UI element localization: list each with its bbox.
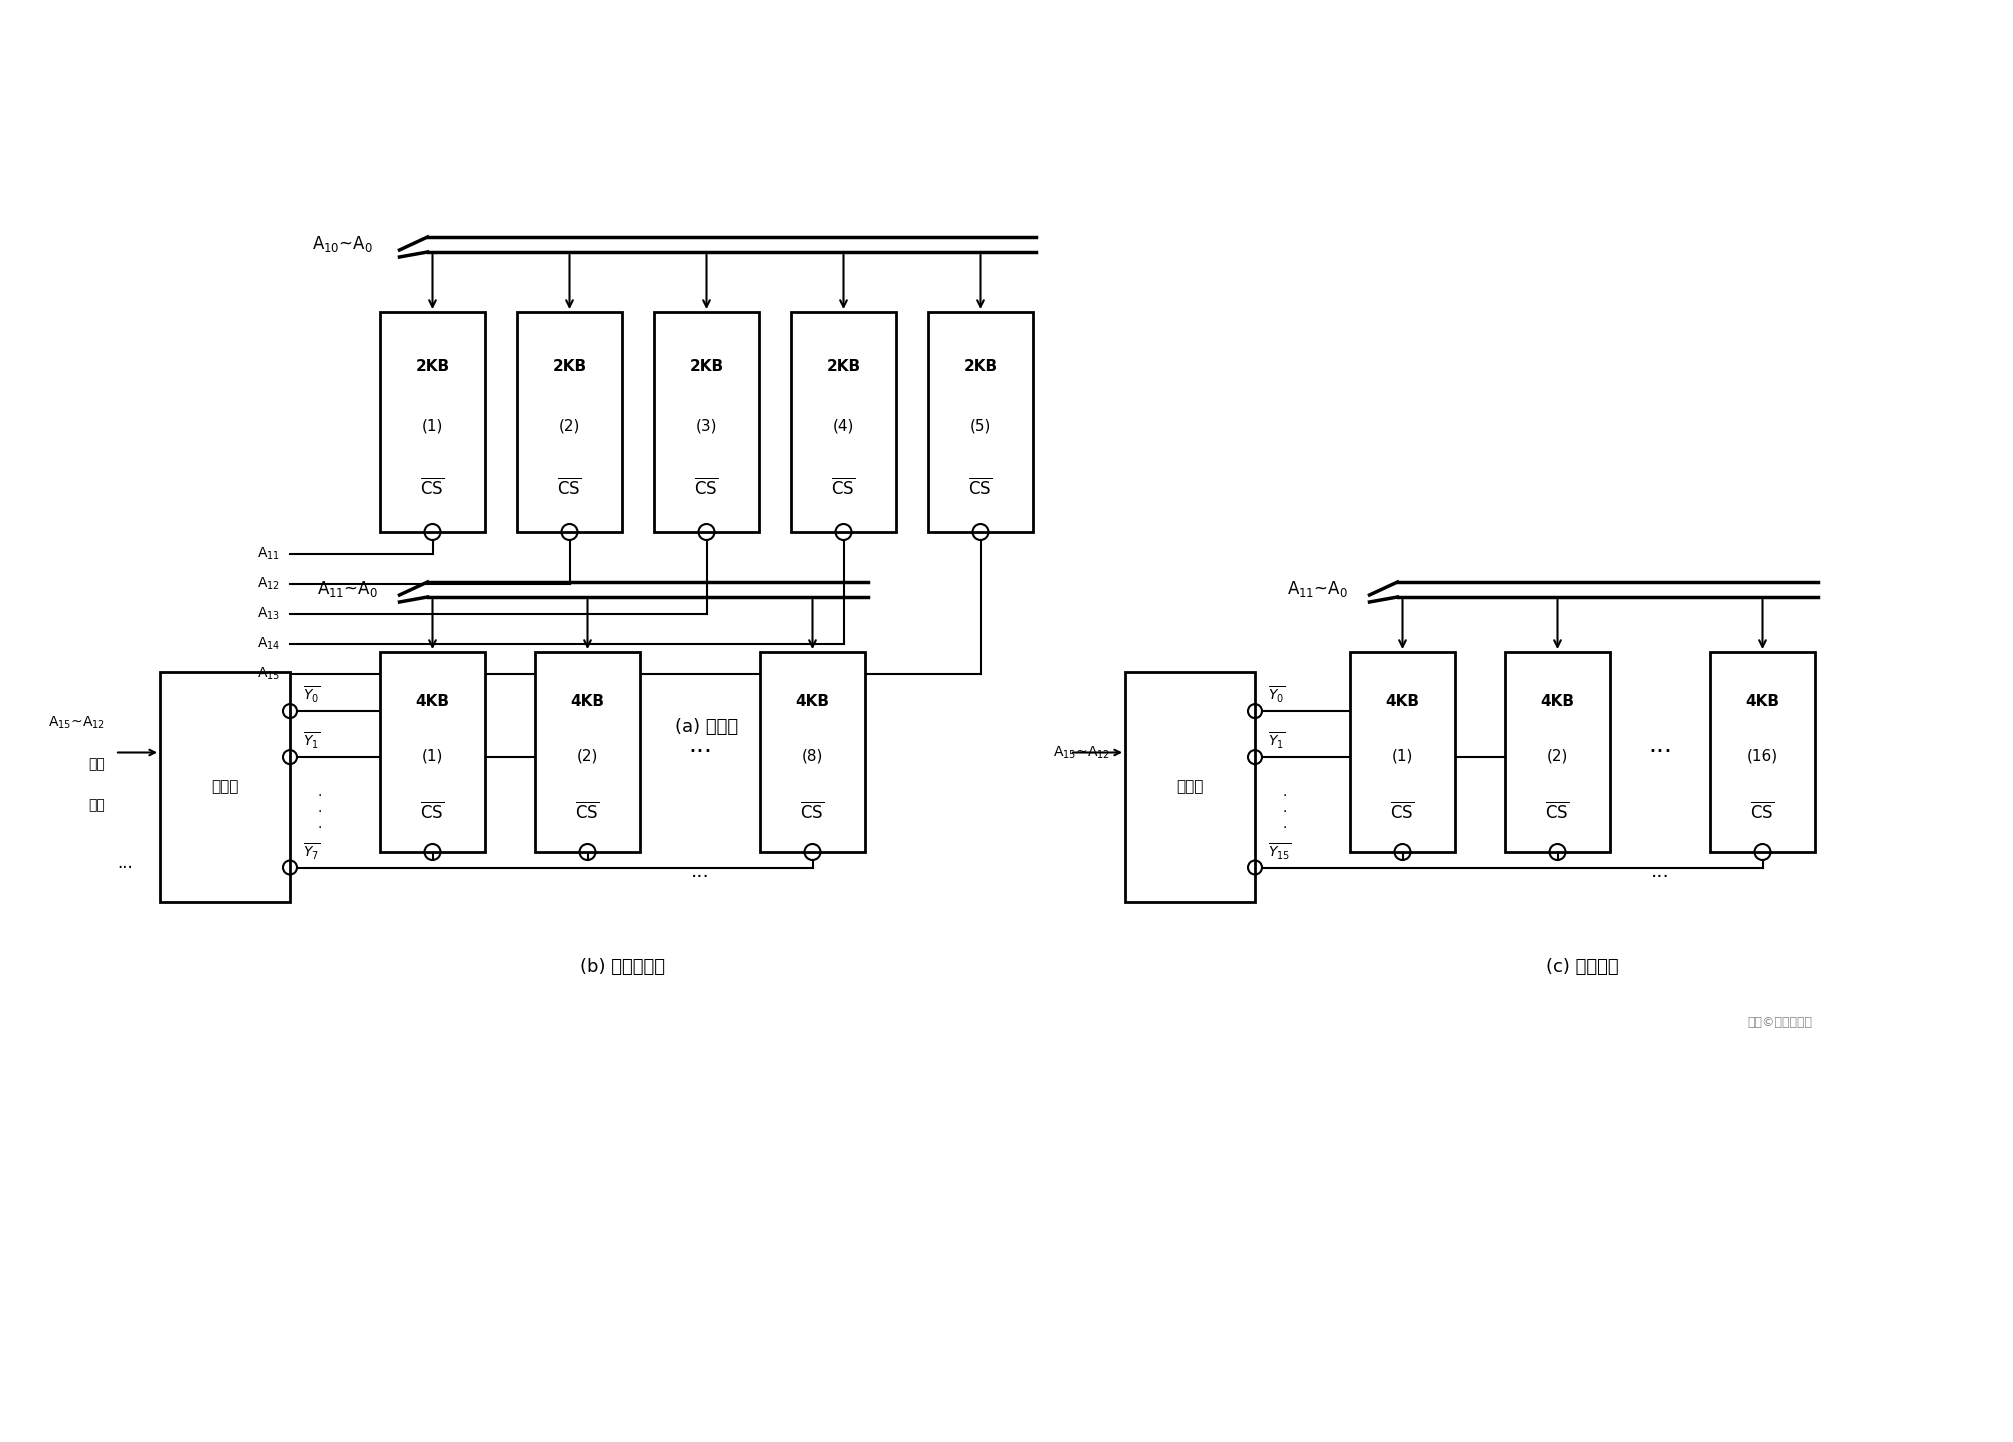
Text: A$_{11}$~A$_0$: A$_{11}$~A$_0$ <box>316 580 378 598</box>
Text: (a) 线选法: (a) 线选法 <box>674 718 739 735</box>
Text: $\overline{\mathrm{CS}}$: $\overline{\mathrm{CS}}$ <box>831 477 856 499</box>
Text: $\overline{Y_1}$: $\overline{Y_1}$ <box>304 731 320 751</box>
Text: 中任: 中任 <box>89 757 105 771</box>
Text: 2KB: 2KB <box>964 359 998 375</box>
Bar <box>761 652 866 852</box>
Text: $\overline{\mathrm{CS}}$: $\overline{\mathrm{CS}}$ <box>421 477 445 499</box>
Text: $\overline{\mathrm{CS}}$: $\overline{\mathrm{CS}}$ <box>576 802 600 822</box>
Text: A$_{15}$~A$_{12}$: A$_{15}$~A$_{12}$ <box>1053 744 1109 761</box>
Text: $\overline{Y_7}$: $\overline{Y_7}$ <box>304 841 320 862</box>
Text: A$_{11}$: A$_{11}$ <box>258 547 280 562</box>
Text: ·
·
·: · · · <box>318 789 322 835</box>
Bar <box>517 311 622 532</box>
Text: 译码器: 译码器 <box>211 780 240 795</box>
Text: $\overline{Y_1}$: $\overline{Y_1}$ <box>1268 731 1284 751</box>
Bar <box>380 311 485 532</box>
Text: 4KB: 4KB <box>795 695 829 709</box>
Text: (3): (3) <box>696 418 717 434</box>
Bar <box>535 652 640 852</box>
Bar <box>1506 652 1610 852</box>
Text: (4): (4) <box>833 418 854 434</box>
Text: 4KB: 4KB <box>415 695 449 709</box>
Text: 三根: 三根 <box>89 799 105 812</box>
Text: (2): (2) <box>560 418 580 434</box>
Text: (2): (2) <box>578 748 598 763</box>
Bar <box>654 311 759 532</box>
Text: A$_{15}$~A$_{12}$: A$_{15}$~A$_{12}$ <box>48 714 105 731</box>
Text: 4KB: 4KB <box>570 695 604 709</box>
Text: A$_{14}$: A$_{14}$ <box>256 636 280 652</box>
Text: A$_{15}$: A$_{15}$ <box>258 666 280 682</box>
Text: $\overline{\mathrm{CS}}$: $\overline{\mathrm{CS}}$ <box>694 477 719 499</box>
Text: 2KB: 2KB <box>827 359 862 375</box>
Bar <box>1351 652 1455 852</box>
Text: (1): (1) <box>423 748 443 763</box>
Text: $\overline{\mathrm{CS}}$: $\overline{\mathrm{CS}}$ <box>968 477 992 499</box>
Text: 4KB: 4KB <box>1385 695 1419 709</box>
Text: A$_{13}$: A$_{13}$ <box>258 606 280 622</box>
Text: (2): (2) <box>1546 748 1568 763</box>
Bar <box>1125 672 1254 903</box>
Text: $\overline{Y_0}$: $\overline{Y_0}$ <box>1268 685 1284 705</box>
Text: ···: ··· <box>690 868 709 887</box>
Text: 2KB: 2KB <box>552 359 586 375</box>
Text: (1): (1) <box>1391 748 1413 763</box>
Text: ···: ··· <box>1651 868 1669 887</box>
Text: ·
·
·: · · · <box>1282 789 1286 835</box>
Text: $\overline{\mathrm{CS}}$: $\overline{\mathrm{CS}}$ <box>421 802 445 822</box>
Text: $\overline{\mathrm{CS}}$: $\overline{\mathrm{CS}}$ <box>558 477 582 499</box>
Bar <box>791 311 896 532</box>
Text: $\overline{\mathrm{CS}}$: $\overline{\mathrm{CS}}$ <box>1751 802 1775 822</box>
Text: ···: ··· <box>688 740 713 764</box>
Text: (5): (5) <box>970 418 990 434</box>
Text: (c) 全译码法: (c) 全译码法 <box>1546 957 1618 976</box>
Text: (1): (1) <box>423 418 443 434</box>
Text: 2KB: 2KB <box>415 359 449 375</box>
Bar <box>159 672 290 903</box>
Text: ···: ··· <box>1649 740 1673 764</box>
Text: (8): (8) <box>801 748 823 763</box>
Text: 版权©罗小罗同学: 版权©罗小罗同学 <box>1747 1015 1812 1028</box>
Text: $\overline{\mathrm{CS}}$: $\overline{\mathrm{CS}}$ <box>801 802 825 822</box>
Text: 4KB: 4KB <box>1540 695 1574 709</box>
Text: A$_{10}$~A$_0$: A$_{10}$~A$_0$ <box>312 234 372 254</box>
Text: A$_{12}$: A$_{12}$ <box>258 575 280 593</box>
Text: $\overline{Y_{15}}$: $\overline{Y_{15}}$ <box>1268 841 1290 862</box>
Text: ···: ··· <box>117 858 133 877</box>
Text: $\overline{\mathrm{CS}}$: $\overline{\mathrm{CS}}$ <box>1546 802 1570 822</box>
Text: 译码器: 译码器 <box>1176 780 1204 795</box>
Text: A$_{11}$~A$_0$: A$_{11}$~A$_0$ <box>1286 580 1347 598</box>
Bar <box>380 652 485 852</box>
Text: $\overline{\mathrm{CS}}$: $\overline{\mathrm{CS}}$ <box>1391 802 1415 822</box>
Text: 2KB: 2KB <box>688 359 723 375</box>
Text: (b) 局部译码法: (b) 局部译码法 <box>580 957 664 976</box>
Text: $\overline{Y_0}$: $\overline{Y_0}$ <box>304 685 320 705</box>
Bar <box>928 311 1033 532</box>
Text: (16): (16) <box>1747 748 1777 763</box>
Text: 4KB: 4KB <box>1745 695 1779 709</box>
Bar <box>1709 652 1816 852</box>
